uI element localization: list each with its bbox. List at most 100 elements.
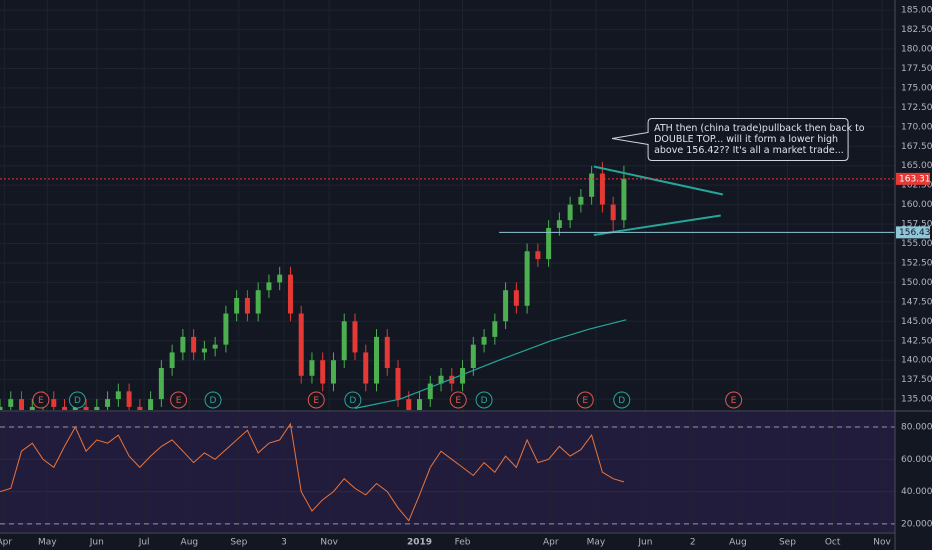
candle-body <box>234 297 240 314</box>
x-tick-label: 2019 <box>407 538 432 548</box>
candle-body <box>212 344 218 349</box>
candle-body <box>589 173 595 197</box>
y-tick-label: 150.00 <box>901 278 932 288</box>
y-tick-label: 175.00 <box>901 83 932 93</box>
y-tick-label: 145.00 <box>901 317 932 327</box>
candle-body <box>169 352 175 368</box>
x-tick-label: Feb <box>455 538 471 548</box>
candle-body <box>460 367 466 384</box>
x-tick-label: Aug <box>729 538 747 548</box>
candle-body <box>72 406 78 410</box>
x-tick-label: Nov <box>320 538 338 548</box>
candle-body <box>126 391 132 407</box>
candle-body <box>374 336 380 384</box>
y-tick-label: 135.00 <box>901 395 932 405</box>
candle-body <box>567 204 573 221</box>
candle-body <box>481 336 487 345</box>
y-tick-label: 162.50 <box>901 181 932 191</box>
candle-body <box>191 336 197 353</box>
moving-average <box>354 319 627 409</box>
y-tick-label: 167.50 <box>901 142 932 152</box>
event-marker <box>449 391 467 409</box>
price-panel: E D E D E D E D E D E ATH then (china trade)pullbac… <box>0 117 895 410</box>
x-tick-label: Aug <box>181 538 199 548</box>
axes: 135.00 137.50 140.00 142.50 145.00 147.50 150.… <box>0 6 932 548</box>
y-tick-label: 172.50 <box>901 103 932 113</box>
candle-body <box>492 321 498 337</box>
x-tick-label: Apr <box>543 538 559 548</box>
candle-body <box>244 297 250 314</box>
event-marker <box>204 391 222 409</box>
candle-body <box>578 196 584 205</box>
event-label: D <box>481 396 488 406</box>
price-label: 156.43 <box>899 228 931 238</box>
y-tick-label: 140.00 <box>901 356 932 366</box>
candle-body <box>29 406 35 410</box>
price-label-box <box>896 172 930 185</box>
x-tick-label: Jun <box>637 538 652 548</box>
candle-body <box>180 336 186 353</box>
candle-body <box>341 321 347 361</box>
candle-body <box>503 290 509 322</box>
candle-body <box>417 399 423 410</box>
event-label: D <box>74 396 81 406</box>
y-tick-label: 155.00 <box>901 239 932 249</box>
annotation-text: ATH then (china trade)pullback then back… <box>654 123 865 134</box>
candle-body <box>298 313 304 376</box>
annotation-text: DOUBLE TOP... will it form a lower high <box>654 134 838 145</box>
x-tick-label: 2 <box>690 538 696 548</box>
event-marker <box>68 391 86 409</box>
event-label: D <box>618 396 625 406</box>
event-marker <box>344 391 362 409</box>
candle-body <box>556 220 562 228</box>
rsi-tick-label: 40.0000 <box>901 487 932 497</box>
candle-body <box>546 227 552 260</box>
x-tick-label: Nov <box>873 538 891 548</box>
event-label: D <box>210 396 217 406</box>
x-tick-label: Jul <box>138 538 150 548</box>
candle-body <box>19 399 25 410</box>
y-tick-label: 165.00 <box>901 161 932 171</box>
candle-body <box>266 282 272 291</box>
candle-body <box>94 406 100 410</box>
candle-body <box>395 367 401 400</box>
event-marker <box>613 391 631 409</box>
trendline <box>593 165 724 196</box>
candle-body <box>287 274 293 314</box>
x-tick-label: 3 <box>281 538 287 548</box>
y-tick-label: 157.50 <box>901 220 932 230</box>
y-tick-label: 152.50 <box>901 258 932 268</box>
rsi-tick-label: 60.0000 <box>901 455 932 465</box>
y-tick-label: 185.00 <box>901 6 932 16</box>
candle-body <box>105 399 111 407</box>
x-tick-label: May <box>38 538 57 548</box>
y-tick-label: 137.50 <box>901 375 932 385</box>
y-tick-label: 147.50 <box>901 297 932 307</box>
y-tick-label: 177.50 <box>901 64 932 74</box>
rsi-line <box>0 422 625 522</box>
candle-body <box>352 321 358 353</box>
candle-body <box>0 406 3 410</box>
event-label: E <box>313 396 319 406</box>
candle-body <box>158 367 164 400</box>
grid <box>0 0 895 532</box>
candle-body <box>610 204 616 221</box>
candle-body <box>513 290 519 306</box>
event-label: E <box>731 396 737 406</box>
candle-body <box>406 399 412 410</box>
event-label: D <box>349 396 356 406</box>
candle-body <box>8 399 14 407</box>
x-tick-label: Sep <box>230 538 247 548</box>
candle-body <box>384 336 390 368</box>
candle-body <box>255 290 261 314</box>
event-marker <box>725 391 743 409</box>
candle-body <box>115 391 121 400</box>
candle-body <box>201 348 207 353</box>
candle-body <box>223 313 229 345</box>
rsi-panel <box>0 412 895 532</box>
candle-body <box>62 406 68 410</box>
x-tick-label: Apr <box>0 538 12 548</box>
candle-body <box>277 274 283 283</box>
rsi-tick-label: 20.0000 <box>901 519 932 529</box>
event-marker <box>475 391 493 409</box>
